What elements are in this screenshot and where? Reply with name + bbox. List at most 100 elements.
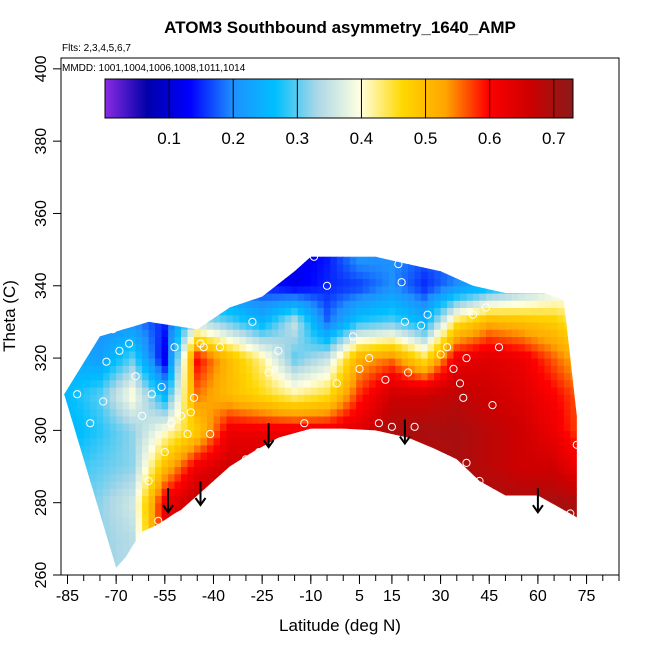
heatmap-cell bbox=[239, 256, 247, 265]
heatmap-cell bbox=[537, 343, 545, 352]
heatmap-cell bbox=[103, 459, 111, 468]
heatmap-cell bbox=[375, 538, 383, 547]
heatmap-cell bbox=[531, 466, 539, 475]
heatmap-cell bbox=[148, 423, 156, 431]
heatmap-cell bbox=[466, 394, 474, 402]
heatmap-cell bbox=[291, 379, 299, 388]
heatmap-cell bbox=[310, 278, 318, 287]
heatmap-cell bbox=[181, 307, 189, 316]
heatmap-cell bbox=[129, 538, 137, 547]
heatmap-cell bbox=[382, 452, 390, 460]
heatmap-cell bbox=[129, 307, 137, 316]
heatmap-cell bbox=[434, 538, 442, 547]
heatmap-cell bbox=[181, 546, 189, 554]
heatmap-cell bbox=[395, 423, 403, 431]
heatmap-cell bbox=[401, 336, 409, 345]
heatmap-cell bbox=[103, 517, 111, 525]
heatmap-cell bbox=[356, 271, 364, 280]
heatmap-cell bbox=[83, 271, 91, 280]
heatmap-cell bbox=[161, 546, 169, 554]
heatmap-cell bbox=[492, 264, 500, 272]
heatmap-cell bbox=[440, 293, 448, 301]
heatmap-cell bbox=[291, 285, 299, 294]
heatmap-cell bbox=[408, 321, 416, 330]
heatmap-cell bbox=[70, 546, 78, 554]
heatmap-cell bbox=[408, 271, 416, 280]
heatmap-cell bbox=[369, 264, 377, 272]
heatmap-cell bbox=[168, 517, 176, 525]
heatmap-cell bbox=[90, 524, 98, 533]
heatmap-cell bbox=[401, 329, 409, 337]
heatmap-cell bbox=[64, 560, 72, 568]
heatmap-cell bbox=[116, 278, 124, 287]
heatmap-cell bbox=[453, 300, 461, 308]
heatmap-cell bbox=[492, 495, 500, 504]
heatmap-cell bbox=[155, 452, 163, 460]
heatmap-cell bbox=[336, 466, 344, 475]
heatmap-cell bbox=[330, 314, 338, 323]
heatmap-cell bbox=[460, 307, 468, 316]
heatmap-cell bbox=[434, 553, 442, 562]
heatmap-cell bbox=[467, 568, 474, 576]
heatmap-cell bbox=[187, 394, 195, 402]
heatmap-cell bbox=[181, 293, 189, 301]
heatmap-cell bbox=[531, 285, 539, 294]
heatmap-cell bbox=[207, 553, 215, 562]
heatmap-cell bbox=[207, 264, 215, 272]
heatmap-cell bbox=[103, 358, 111, 366]
heatmap-cell bbox=[220, 560, 228, 568]
heatmap-cell bbox=[252, 350, 260, 359]
heatmap-cell bbox=[207, 568, 214, 576]
heatmap-cell bbox=[258, 531, 266, 540]
heatmap-cell bbox=[265, 466, 273, 475]
heatmap-cell bbox=[544, 437, 552, 446]
heatmap-cell bbox=[135, 560, 143, 568]
heatmap-cell bbox=[135, 285, 143, 294]
heatmap-cell bbox=[538, 575, 545, 583]
heatmap-cell bbox=[84, 242, 91, 250]
heatmap-cell bbox=[427, 314, 435, 323]
heatmap-cell bbox=[297, 394, 305, 402]
heatmap-cell bbox=[246, 242, 253, 250]
heatmap-cell bbox=[245, 495, 253, 504]
heatmap-cell bbox=[220, 307, 228, 316]
heatmap-cell bbox=[304, 524, 312, 533]
heatmap-cell bbox=[90, 242, 97, 250]
heatmap-cell bbox=[486, 481, 494, 489]
heatmap-cell bbox=[129, 495, 137, 504]
heatmap-cell bbox=[174, 452, 182, 460]
heatmap-cell bbox=[570, 531, 577, 540]
heatmap-cell bbox=[226, 408, 234, 417]
heatmap-cell bbox=[284, 524, 292, 533]
heatmap-cell bbox=[518, 437, 526, 446]
heatmap-cell bbox=[109, 502, 117, 511]
heatmap-cell bbox=[408, 343, 416, 352]
heatmap-cell bbox=[297, 358, 305, 366]
heatmap-cell bbox=[207, 531, 215, 540]
heatmap-cell bbox=[343, 321, 351, 330]
observation-marker bbox=[144, 476, 153, 486]
heatmap-cell bbox=[557, 430, 565, 439]
heatmap-cell bbox=[245, 488, 253, 496]
heatmap-cell bbox=[77, 481, 85, 489]
heatmap-cell bbox=[323, 379, 331, 388]
heatmap-cell bbox=[388, 517, 396, 525]
heatmap-cell bbox=[64, 300, 72, 308]
heatmap-cell bbox=[90, 473, 98, 482]
heatmap-cell bbox=[103, 300, 111, 308]
heatmap-cell bbox=[486, 415, 494, 424]
heatmap-cell bbox=[362, 531, 370, 540]
heatmap-cell bbox=[447, 242, 454, 250]
heatmap-cell bbox=[570, 293, 577, 301]
heatmap-cell bbox=[531, 256, 539, 265]
heatmap-cell bbox=[466, 452, 474, 460]
heatmap-cell bbox=[427, 300, 435, 308]
heatmap-cell bbox=[583, 561, 590, 569]
heatmap-cell bbox=[499, 379, 507, 388]
heatmap-cell bbox=[369, 372, 377, 381]
heatmap-cell bbox=[505, 256, 513, 265]
heatmap-cell bbox=[187, 473, 195, 482]
heatmap-cell bbox=[583, 344, 590, 352]
heatmap-cell bbox=[453, 509, 461, 518]
heatmap-cell bbox=[181, 553, 189, 562]
